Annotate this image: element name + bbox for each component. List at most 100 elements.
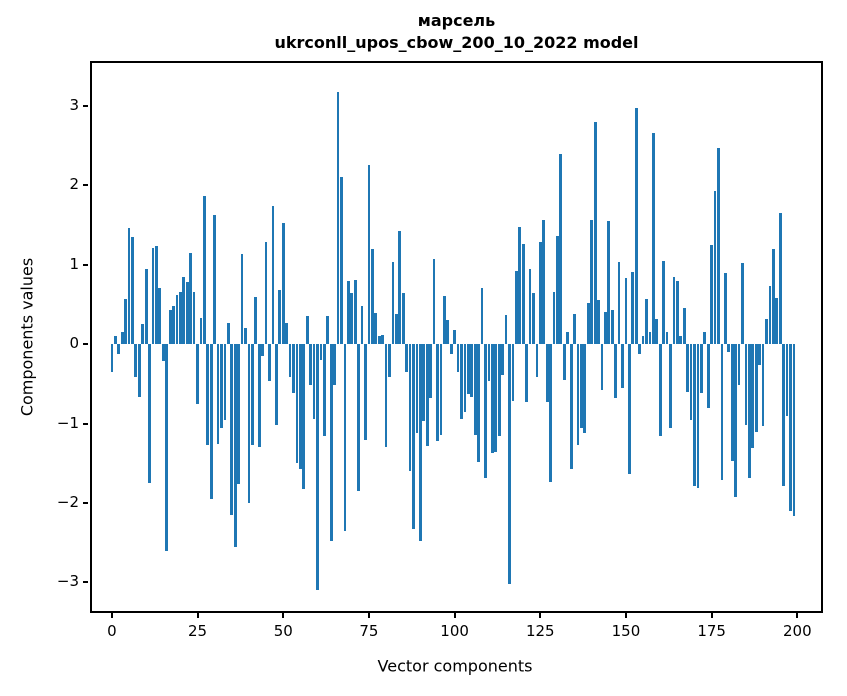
x-tick-mark xyxy=(710,613,713,618)
bar xyxy=(364,344,367,441)
bar xyxy=(744,344,748,426)
bar xyxy=(394,313,398,345)
bar xyxy=(353,279,357,345)
bar xyxy=(155,246,158,345)
bar xyxy=(425,344,429,446)
bar xyxy=(604,311,607,345)
bar xyxy=(730,344,734,461)
bar xyxy=(672,276,676,345)
bar xyxy=(658,344,662,437)
bar xyxy=(532,293,535,345)
bar xyxy=(610,309,614,345)
bar xyxy=(257,344,261,447)
bar xyxy=(538,241,542,345)
bar xyxy=(124,298,127,345)
y-tick-label: −1 xyxy=(56,413,79,432)
bar xyxy=(545,344,549,403)
bar xyxy=(189,252,193,345)
x-tick-mark xyxy=(539,613,542,618)
bar xyxy=(254,297,258,345)
bar xyxy=(617,262,621,345)
bar xyxy=(333,344,337,386)
bar xyxy=(432,259,436,345)
x-tick-mark xyxy=(367,613,370,618)
bar xyxy=(240,254,244,345)
bar xyxy=(720,344,724,480)
bar xyxy=(741,263,744,345)
bar xyxy=(357,344,360,492)
bar xyxy=(662,260,666,345)
bar xyxy=(158,287,162,345)
bar xyxy=(460,344,463,419)
bar xyxy=(113,336,117,345)
bar xyxy=(734,344,738,497)
bar xyxy=(350,293,354,345)
bar xyxy=(696,344,700,488)
bar xyxy=(203,196,206,345)
bar xyxy=(682,308,686,345)
bar xyxy=(525,344,528,403)
bar xyxy=(724,273,727,345)
x-tick-label: 75 xyxy=(359,622,379,640)
bar xyxy=(754,344,758,432)
bar xyxy=(751,344,755,449)
bar xyxy=(329,344,333,542)
bar xyxy=(782,344,785,487)
bar xyxy=(346,280,350,345)
y-tick-mark xyxy=(83,501,88,504)
y-tick-mark xyxy=(83,263,88,266)
x-tick-label: 200 xyxy=(783,622,812,640)
bar xyxy=(275,344,278,426)
bar xyxy=(614,344,618,399)
bar xyxy=(768,286,772,345)
y-tick-label: −3 xyxy=(56,572,79,591)
bar xyxy=(727,344,731,353)
bar xyxy=(655,318,659,345)
bar xyxy=(573,313,576,345)
bar xyxy=(765,318,768,345)
bar xyxy=(665,332,669,345)
bar xyxy=(316,344,319,591)
bar xyxy=(700,344,703,394)
bar xyxy=(713,190,717,345)
bar xyxy=(377,336,381,345)
y-tick-mark xyxy=(83,104,88,107)
plot-area xyxy=(90,61,823,613)
bar xyxy=(299,344,302,469)
x-tick-mark xyxy=(796,613,799,618)
bar xyxy=(196,344,199,404)
x-tick-label: 0 xyxy=(107,622,117,640)
bar xyxy=(319,344,323,361)
x-axis-label: Vector components xyxy=(377,656,533,676)
y-tick-label: 3 xyxy=(69,95,79,114)
bar xyxy=(367,164,371,345)
bar xyxy=(761,344,765,426)
bar xyxy=(182,277,186,345)
bar xyxy=(137,344,141,397)
bar xyxy=(285,323,289,345)
bar xyxy=(514,271,518,345)
bar xyxy=(641,336,645,345)
bar xyxy=(110,344,114,372)
bar xyxy=(381,334,384,345)
bar xyxy=(593,121,597,345)
bar xyxy=(648,332,652,345)
bar xyxy=(343,344,347,531)
bar xyxy=(559,153,563,345)
bar xyxy=(251,344,254,445)
bar xyxy=(216,344,220,445)
bar xyxy=(473,344,477,436)
bar xyxy=(686,344,690,392)
bar xyxy=(288,344,292,378)
bar xyxy=(422,344,426,422)
bar xyxy=(511,344,515,401)
bar xyxy=(477,344,480,462)
bar xyxy=(456,344,460,372)
x-tick-mark xyxy=(196,613,199,618)
bar xyxy=(521,244,525,345)
bar xyxy=(391,262,395,345)
x-tick-label: 125 xyxy=(525,622,555,640)
bar xyxy=(384,344,388,447)
bar xyxy=(556,236,559,345)
